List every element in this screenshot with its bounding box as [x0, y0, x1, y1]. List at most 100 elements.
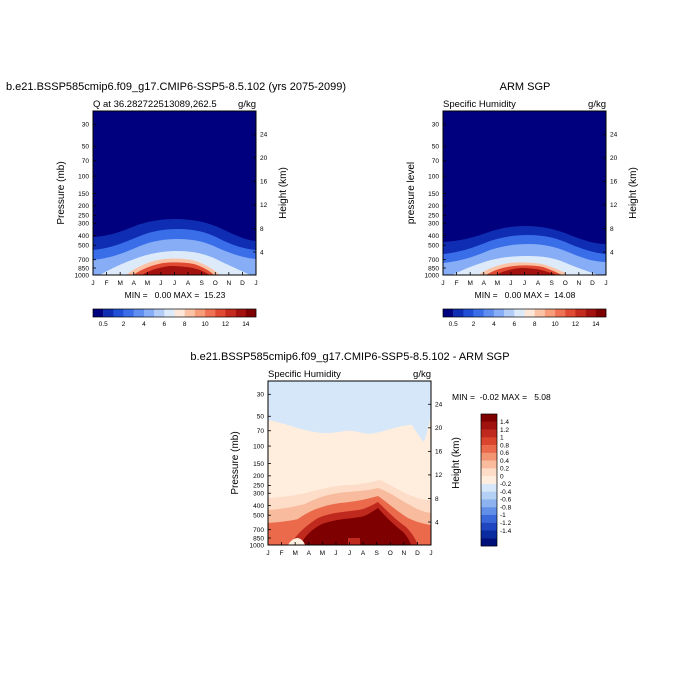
panel-model-colorbar-swatch — [113, 309, 124, 317]
panel-model-month-tick-label: A — [186, 280, 191, 287]
panel-diff-colorbar-swatch — [481, 429, 497, 438]
panel-model-month-tick-label: M — [117, 280, 122, 287]
panel-model-colorbar-swatch — [184, 309, 196, 317]
panel-model-month-tick-label: J — [159, 280, 162, 287]
panel-obs-ytick-label: 100 — [428, 173, 439, 180]
panel-diff-month-tick-label: M — [320, 550, 325, 557]
panel-model-month-tick-label: M — [145, 280, 150, 287]
panel-model-colorbar-label: 6 — [163, 321, 167, 328]
panel-diff-colorbar-label: 0 — [500, 473, 504, 480]
panel-model-colorbar-label: 8 — [183, 321, 187, 328]
panel-model-left-label: Q at 36.282722513089,262.5 — [93, 99, 217, 110]
panel-model-month-tick-label: J — [254, 280, 257, 287]
panel-diff-colorbar-label: 0.4 — [500, 458, 509, 465]
panel-obs-colorbar-swatch — [463, 309, 474, 317]
panel-diff-colorbar-swatch — [481, 452, 497, 461]
panel-obs-month-tick-label: M — [495, 280, 500, 287]
panel-diff-month-tick-label: J — [266, 550, 269, 557]
panel-diff-ytick-label: 300 — [253, 491, 264, 498]
panel-obs-height-tick-label: 16 — [610, 179, 618, 186]
panel-obs-colorbar-swatch — [493, 309, 505, 317]
panel-diff-height-tick-label: 24 — [435, 402, 443, 409]
panel-model-colorbar-label: 4 — [142, 321, 146, 328]
panel-obs-y2label: Height (km) — [628, 167, 639, 219]
panel-obs-month-tick-label: F — [455, 280, 459, 287]
panel-obs-ytick-label: 70 — [432, 158, 440, 165]
panel-obs-field — [443, 111, 606, 275]
panel-model-month-tick-label: D — [240, 280, 245, 287]
panel-obs-month-tick-label: N — [576, 280, 581, 287]
panel-diff-stats: MIN = -0.02 MAX = 5.08 — [452, 392, 551, 402]
panel-diff-colorbar-label: 0.6 — [500, 450, 509, 457]
panel-diff-colorbar-label: -0.8 — [500, 504, 512, 511]
panel-obs-ytick-label: 850 — [428, 265, 439, 272]
panel-obs-month-tick-label: J — [523, 280, 526, 287]
panel-diff-ytick-label: 70 — [257, 428, 265, 435]
panel-diff-month-tick-label: D — [415, 550, 420, 557]
panel-obs-left-label: Specific Humidity — [443, 99, 516, 110]
panel-model-y2label: Height (km) — [278, 167, 289, 219]
panel-model-ytick-label: 1000 — [75, 272, 90, 279]
panel-obs-month-tick-label: J — [604, 280, 607, 287]
panel-diff-ylabel: Pressure (mb) — [230, 431, 241, 494]
panel-diff-colorbar-label: -0.6 — [500, 497, 512, 504]
panel-model-month-tick-label: A — [132, 280, 137, 287]
panel-diff-month-tick-label: N — [401, 550, 406, 557]
panel-diff-month-tick-label: J — [334, 550, 337, 557]
panel-model-colorbar-label: 2 — [122, 321, 126, 328]
panel-model-field — [93, 111, 256, 275]
panel-diff-colorbar-swatch — [481, 522, 497, 531]
panel-model-stats: MIN = 0.00 MAX = 15.23 — [125, 290, 226, 300]
panel-diff-colorbar-label: 1.4 — [500, 419, 509, 426]
panel-model-colorbar-swatch — [235, 309, 247, 317]
panel-diff-height-tick-label: 12 — [435, 472, 443, 479]
panel-model-ytick-label: 70 — [82, 158, 90, 165]
panel-diff-left-label: Specific Humidity — [268, 369, 341, 380]
panel-diff-month-tick-label: A — [307, 550, 312, 557]
panel-obs-ytick-label: 50 — [432, 144, 440, 151]
panel-obs-ytick-label: 150 — [428, 191, 439, 198]
panel-diff-height-tick-label: 8 — [435, 496, 439, 503]
panel-obs-month-tick-label: D — [590, 280, 595, 287]
panel-diff-colorbar-swatch — [481, 483, 497, 492]
panel-obs-colorbar-label: 2 — [472, 321, 476, 328]
panel-model-colorbar-swatch — [174, 309, 185, 317]
panel-obs-month-tick-label: J — [441, 280, 444, 287]
panel-obs-colorbar-swatch — [555, 309, 566, 317]
panel-obs-height-tick-label: 8 — [610, 226, 614, 233]
panel-model-colorbar-swatch — [245, 309, 257, 317]
panel-diff-colorbar-label: 0.2 — [500, 466, 509, 473]
panel-obs-ytick-label: 1000 — [425, 272, 440, 279]
panel-model-height-tick-label: 8 — [260, 226, 264, 233]
panel-diff-colorbar-swatch — [481, 468, 497, 477]
panel-model-colorbar-swatch — [215, 309, 226, 317]
panel-diff-ytick-label: 100 — [253, 443, 264, 450]
panel-diff-month-tick-label: J — [348, 550, 351, 557]
panel-model-month-tick-label: J — [91, 280, 94, 287]
panel-diff-ytick-label: 500 — [253, 513, 264, 520]
panel-diff-ytick-label: 250 — [253, 483, 264, 490]
panel-obs-month-tick-label: J — [509, 280, 512, 287]
panel-model-ytick-label: 250 — [78, 213, 89, 220]
panel-obs-ytick-label: 400 — [428, 233, 439, 240]
panel-obs-colorbar-swatch — [453, 309, 464, 317]
panel-obs-colorbar-label: 4 — [492, 321, 496, 328]
panel-obs-height-tick-label: 4 — [610, 249, 614, 256]
panel-model: b.e21.BSSP585cmip6.f09_g17.CMIP6-SSP5-8.… — [6, 81, 346, 328]
panel-diff-colorbar-label: -0.2 — [500, 481, 512, 488]
panel-diff-colorbar-label: -1.2 — [500, 520, 512, 527]
panel-model-height-tick-label: 4 — [260, 249, 264, 256]
panel-model-colorbar-label: 14 — [242, 321, 250, 328]
panel-diff-colorbar-swatch — [481, 538, 497, 547]
panel-obs-ytick-label: 200 — [428, 203, 439, 210]
panel-model-title: b.e21.BSSP585cmip6.f09_g17.CMIP6-SSP5-8.… — [6, 81, 346, 93]
panel-obs-colorbar-label: 0.5 — [449, 321, 458, 328]
panel-obs-colorbar-label: 10 — [551, 321, 559, 328]
